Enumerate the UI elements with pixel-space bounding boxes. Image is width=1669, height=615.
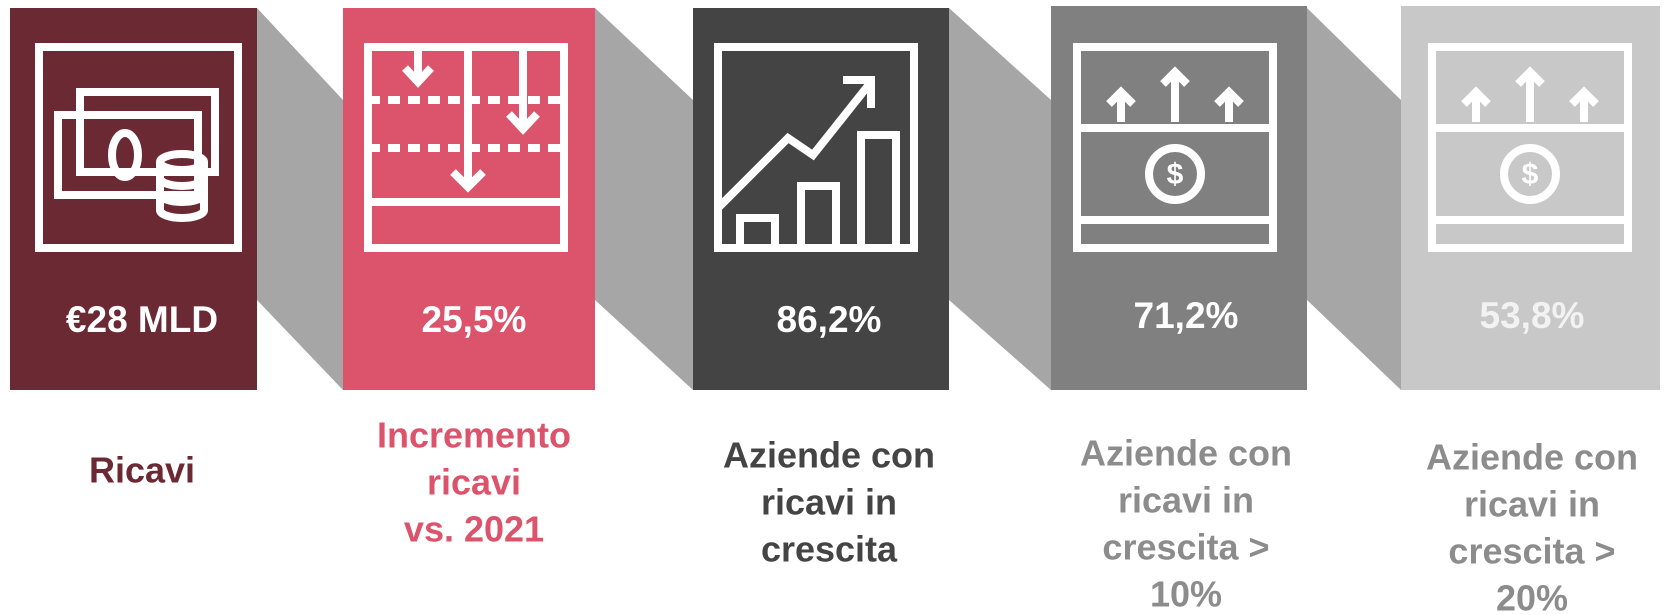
connector [1307, 8, 1401, 390]
tile-label: 20% [1496, 578, 1568, 615]
tile-label: Aziende con [723, 435, 935, 476]
tile-label: ricavi in [1464, 484, 1600, 525]
tile-label: crescita > [1102, 527, 1269, 568]
tile-value: 86,2% [777, 299, 882, 340]
tile-label: ricavi in [1118, 480, 1254, 521]
tile-label: vs. 2021 [404, 509, 544, 550]
dollar-sign: $ [1167, 158, 1184, 191]
bill-icon: $ [1428, 43, 1632, 252]
tile-label: Aziende con [1080, 433, 1292, 474]
tile-label: ricavi in [761, 482, 897, 523]
bill-icon: $ [1073, 43, 1277, 252]
tile-label: crescita [761, 529, 898, 570]
tile-label: ricavi [427, 462, 521, 503]
connector [949, 8, 1051, 390]
tile-label: Aziende con [1426, 437, 1638, 478]
tile-value: €28 MLD [66, 299, 218, 340]
dollar-sign: $ [1522, 158, 1539, 191]
tile-value: 71,2% [1134, 295, 1239, 336]
tile-value: 53,8% [1480, 295, 1585, 336]
tile-label: Ricavi [89, 450, 195, 491]
tile-label: 10% [1150, 574, 1222, 615]
tile-label: crescita > [1448, 531, 1615, 572]
tile [693, 8, 949, 390]
connector [257, 8, 343, 390]
connector [595, 8, 693, 390]
money-icon [35, 43, 242, 252]
decline-icon [364, 43, 568, 252]
tile-label: Incremento [377, 415, 571, 456]
connectors [257, 8, 1401, 390]
tile-value: 25,5% [422, 299, 527, 340]
growth-icon [714, 43, 918, 252]
